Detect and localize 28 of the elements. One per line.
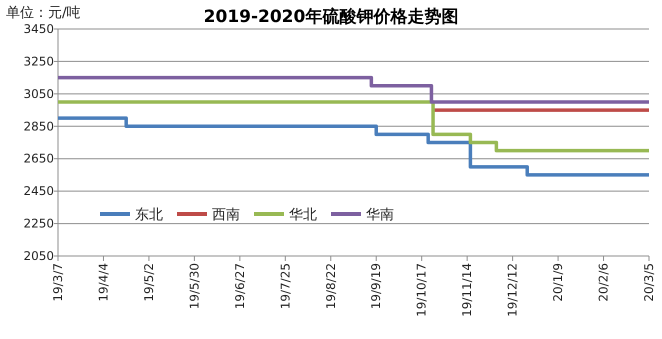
legend-label: 西南	[212, 207, 240, 223]
y-axis-title: 单位：元/吨	[6, 5, 81, 21]
x-tick-label: 19/12/12	[506, 263, 520, 317]
y-tick-label: 3250	[23, 54, 54, 68]
x-tick-label: 20/3/5	[642, 263, 656, 302]
y-tick-label: 2450	[23, 184, 54, 198]
x-tick-label: 19/7/25	[278, 263, 292, 310]
y-tick-label: 3450	[23, 22, 54, 36]
x-tick-label: 19/9/19	[369, 263, 384, 310]
x-tick-label: 20/1/9	[551, 263, 566, 302]
y-tick-label: 3050	[23, 86, 54, 101]
y-tick-label: 2050	[23, 249, 54, 263]
x-tick-label: 19/11/14	[460, 263, 474, 317]
x-tick-label: 19/8/22	[324, 263, 338, 310]
legend-label: 华南	[366, 207, 394, 223]
legend-label: 东北	[135, 207, 163, 223]
y-tick-label: 2850	[23, 119, 54, 134]
x-tick-label: 19/5/2	[142, 263, 156, 302]
x-tick-label: 19/6/27	[232, 263, 247, 310]
y-tick-label: 2650	[23, 152, 54, 166]
y-tick-label: 2250	[23, 216, 54, 231]
legend-label: 华北	[289, 207, 317, 223]
x-tick-label: 19/5/30	[187, 263, 202, 310]
x-tick-label: 19/10/17	[414, 263, 429, 317]
chart-title: 2019-2020年硫酸钾价格走势图	[204, 7, 458, 27]
x-tick-label: 19/3/7	[51, 263, 65, 302]
x-tick-label: 20/2/6	[596, 263, 611, 302]
x-tick-label: 19/4/4	[96, 263, 110, 302]
